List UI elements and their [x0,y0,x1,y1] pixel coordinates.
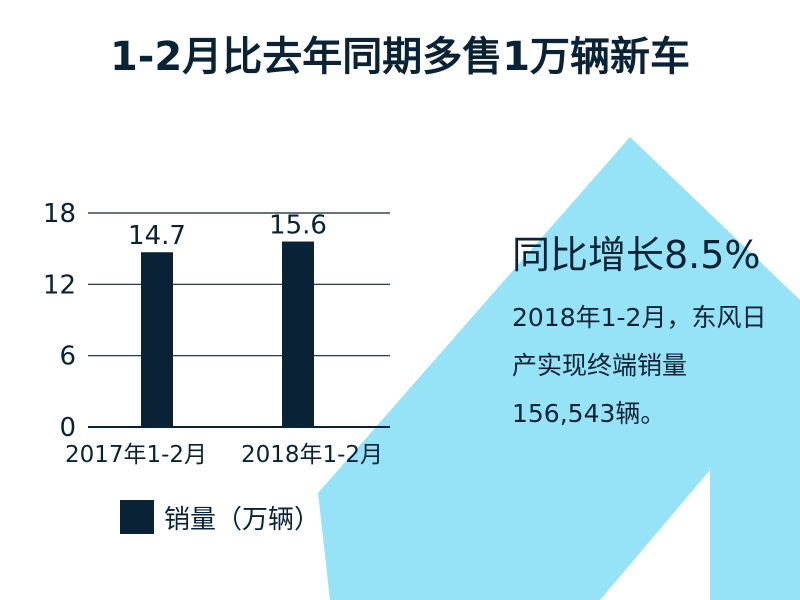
legend-swatch [120,500,154,534]
value-label: 14.7 [128,221,186,251]
legend-label: 销量（万辆） [164,504,321,535]
bar [282,241,314,427]
y-tick-label: 18 [43,199,76,229]
y-tick-label: 6 [59,342,76,372]
y-tick-label: 12 [43,270,76,300]
x-tick-label: 2018年1-2月 [241,442,383,468]
growth-headline: 同比增长8.5% [512,233,761,277]
x-axis-ticks: 2017年1-2月 2018年1-2月 [65,442,383,468]
grid-lines [88,212,390,428]
chart-legend: 销量（万辆） [120,500,321,535]
bars [141,241,314,427]
bar [141,252,173,427]
page-title: 1-2月比去年同期多售1万辆新车 [109,34,691,80]
y-tick-label: 0 [59,413,76,443]
y-axis-ticks: 0 6 12 18 [43,199,76,443]
value-labels: 14.7 15.6 [128,211,327,252]
callout-text: 2018年1-2月，东风日产实现终端销量156,543辆。 [512,303,767,428]
value-label: 15.6 [269,211,327,241]
x-tick-label: 2017年1-2月 [65,442,207,468]
